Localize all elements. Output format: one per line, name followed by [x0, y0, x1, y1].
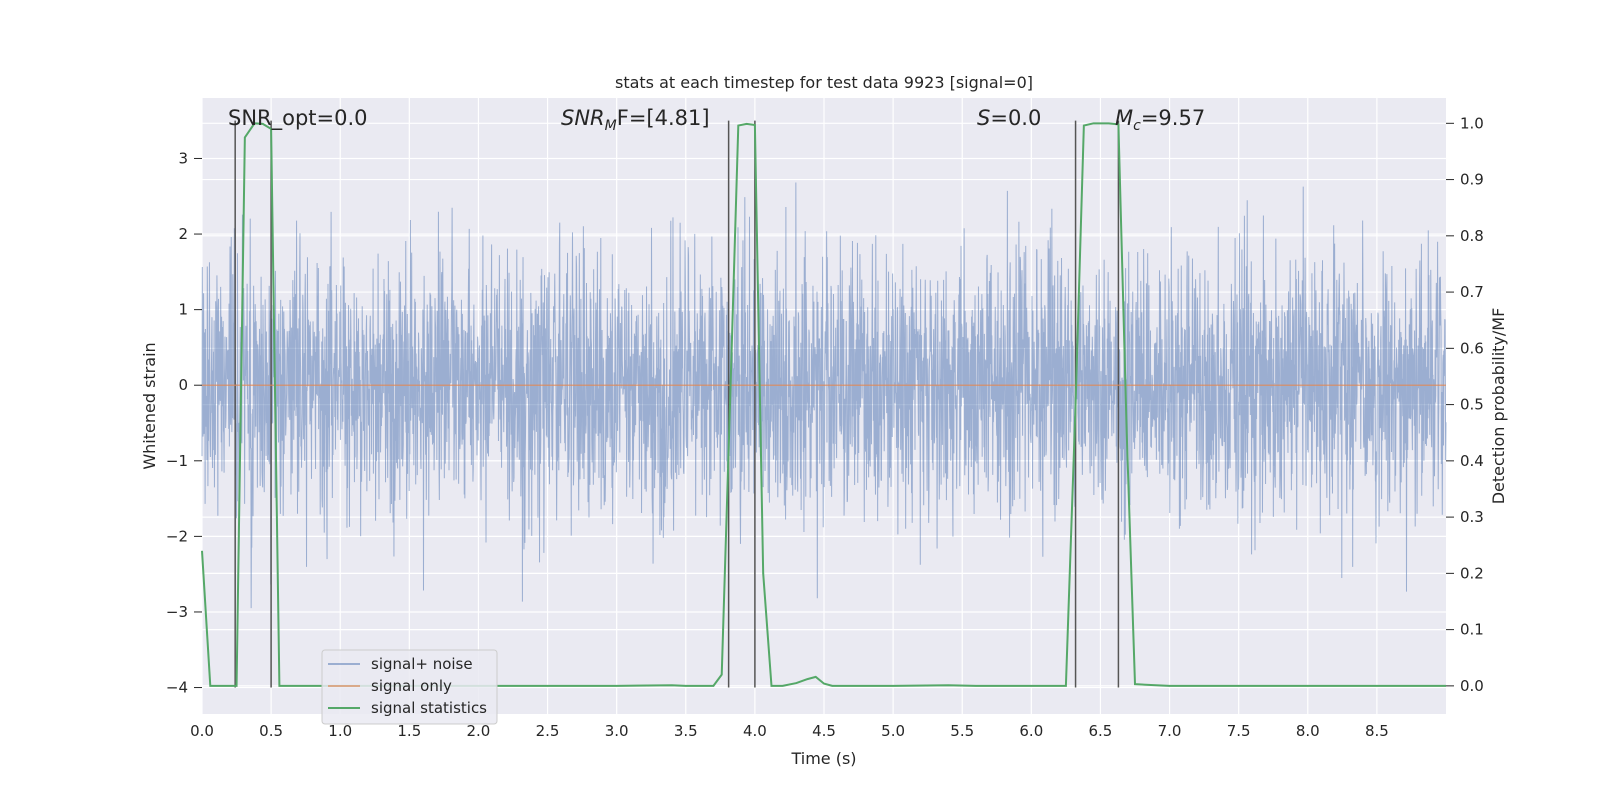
x-tick-label: 1.0 [328, 722, 352, 740]
y-axis-label: Whitened strain [140, 342, 159, 469]
annotation-mc-sub: c [1133, 118, 1141, 134]
legend: signal+ noise signal only signal statist… [321, 649, 498, 725]
y-tick-label: 3 [178, 149, 188, 167]
y2-tick-label: 0.3 [1460, 508, 1484, 526]
x-tick-label: 4.5 [812, 722, 836, 740]
y-tick-label: 2 [178, 225, 188, 243]
legend-box [321, 649, 498, 725]
y2-tick-label: 0.7 [1460, 283, 1484, 301]
x-tick-label: 4.0 [743, 722, 767, 740]
y2-tick-label: 0.6 [1460, 339, 1484, 357]
y2-tick-label: 1.0 [1460, 114, 1484, 132]
x-tick-label: 8.5 [1365, 722, 1389, 740]
x-tick-label: 1.5 [397, 722, 421, 740]
annotation-s: S=0.0 [977, 106, 1041, 130]
y2-tick-labels: 1.0 0.9 0.8 0.7 0.6 0.5 0.4 0.3 0.2 0.1 0.0 [1446, 114, 1484, 695]
annotation-snr-mf-sub: M [605, 118, 617, 134]
y2-tick-label: 0.1 [1460, 621, 1484, 639]
y-tick-label: −3 [166, 603, 188, 621]
legend-label-noise: signal+ noise [371, 655, 473, 673]
y-tick-label: 0 [178, 376, 188, 394]
series-signal-noise [201, 182, 1447, 609]
y2-tick-label: 0.2 [1460, 564, 1484, 582]
y2-tick-label: 0.9 [1460, 171, 1484, 189]
x-tick-labels: 0.0 0.5 1.0 1.5 2.0 2.5 3.0 3.5 4.0 4.5 5.0 5.5 6.0 6… [190, 722, 1389, 740]
x-tick-label: 5.0 [881, 722, 905, 740]
x-tick-label: 2.0 [467, 722, 491, 740]
x-tick-label: 7.5 [1227, 722, 1251, 740]
x-axis-label: Time (s) [790, 749, 856, 768]
x-tick-label: 0.0 [190, 722, 214, 740]
y2-tick-label: 0.5 [1460, 396, 1484, 414]
y-tick-label: −2 [166, 527, 188, 545]
annotation-snr-mf-rest: F=[4.81] [617, 106, 710, 130]
y-tick-label: −4 [166, 679, 188, 697]
vertical-markers [234, 120, 1120, 688]
annotation-mc: Mc=9.57 [1115, 106, 1205, 134]
annotation-s-rest: =0.0 [990, 106, 1041, 130]
legend-label-stats: signal statistics [371, 699, 487, 717]
y-tick-label: 1 [178, 301, 188, 319]
annotation-mc-rest: =9.57 [1141, 106, 1205, 130]
x-tick-label: 2.5 [536, 722, 560, 740]
annotation-snr-opt: SNR_opt=0.0 [228, 106, 368, 131]
annotation-snr-mf-main: SNR [561, 106, 605, 130]
x-tick-label: 8.0 [1296, 722, 1320, 740]
x-tick-label: 7.0 [1158, 722, 1182, 740]
y2-tick-label: 0.4 [1460, 452, 1484, 470]
x-tick-label: 3.0 [605, 722, 629, 740]
y-tick-labels: 3 2 1 0 −1 −2 −3 −4 [166, 149, 202, 697]
y-tick-label: −1 [166, 452, 188, 470]
noise-series [201, 182, 1447, 609]
x-tick-label: 5.5 [950, 722, 974, 740]
annotation-snr-mf: SNRMF=[4.81] [561, 106, 710, 134]
annotation-s-main: S [977, 106, 990, 130]
x-tick-label: 6.5 [1089, 722, 1113, 740]
y2-tick-label: 0.0 [1460, 677, 1484, 695]
series-signal-statistics [201, 122, 1446, 687]
series-lines [201, 122, 1446, 687]
x-tick-label: 6.0 [1019, 722, 1043, 740]
chart-title: stats at each timestep for test data 992… [615, 73, 1033, 92]
legend-label-signal: signal only [371, 677, 452, 695]
x-tick-label: 0.5 [259, 722, 283, 740]
y2-tick-label: 0.8 [1460, 227, 1484, 245]
x-tick-label: 3.5 [674, 722, 698, 740]
annotation-mc-main: M [1115, 106, 1133, 130]
y2-axis-label: Detection probability/MF [1489, 308, 1508, 505]
